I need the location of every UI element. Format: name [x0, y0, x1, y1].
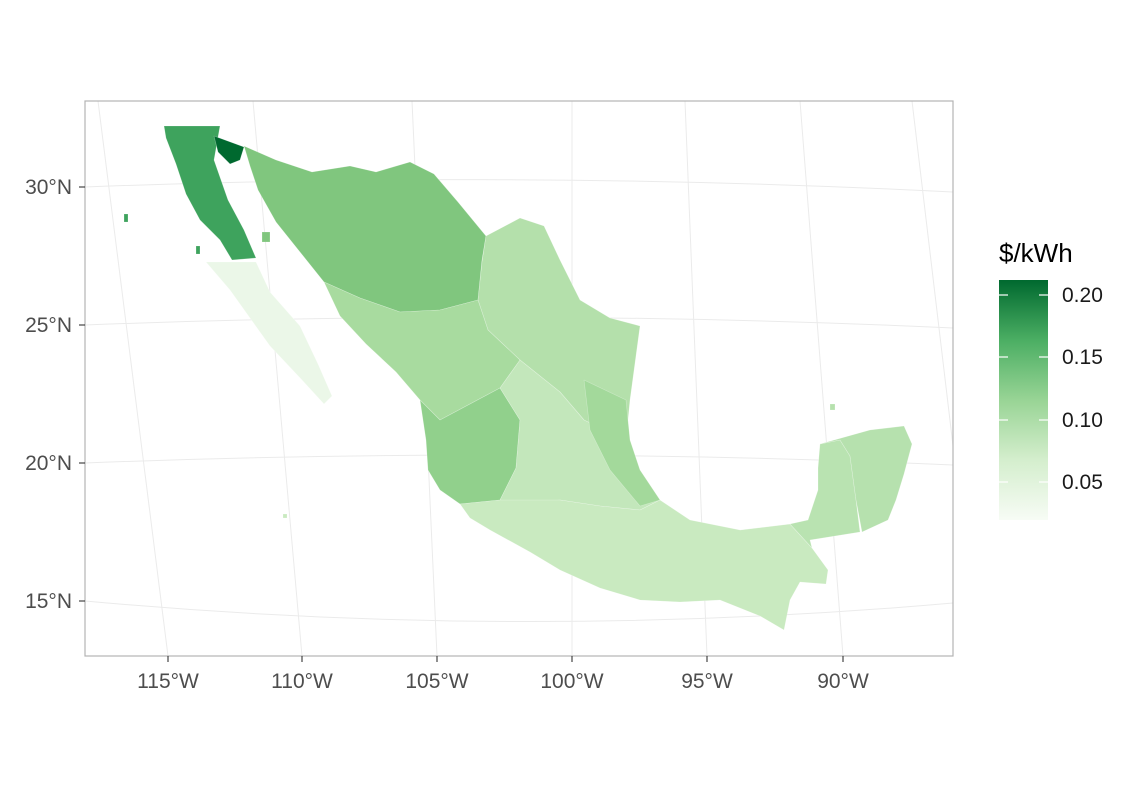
y-tick-label-25n: 25°N [25, 314, 72, 337]
y-axis: 30°N 25°N 20°N 15°N [25, 176, 85, 613]
region-island-cozumel [829, 403, 836, 411]
graticule-parallel-15n [85, 600, 953, 622]
region-island-guadalupe [123, 213, 129, 223]
y-tick-label-30n: 30°N [25, 176, 72, 199]
legend-label-0-20: 0.20 [1062, 284, 1103, 307]
legend-label-0-10: 0.10 [1062, 409, 1103, 432]
x-tick-label-115w: 115°W [137, 670, 199, 693]
region-south-mexico [459, 499, 829, 631]
x-tick-label-100w: 100°W [540, 670, 603, 693]
choropleth-layer [123, 125, 913, 631]
map-panel [84, 100, 954, 657]
region-island-cedros [195, 245, 201, 255]
x-tick-label-110w: 110°W [271, 670, 333, 693]
x-axis: 115°W 110°W 105°W 100°W 95°W 90°W [137, 656, 869, 693]
graticule-meridian-85w [911, 101, 953, 451]
legend-title: $/kWh [999, 238, 1073, 268]
region-island-socorro [282, 513, 288, 519]
panel-border [84, 100, 954, 657]
region-island-tiburon [261, 231, 271, 243]
graticule-meridian-90w [799, 101, 844, 656]
x-tick-label-90w: 90°W [817, 670, 869, 693]
y-tick-label-15n: 15°N [25, 590, 72, 613]
region-yucatan [819, 425, 913, 533]
legend-label-0-15: 0.15 [1062, 346, 1103, 369]
y-tick-label-20n: 20°N [25, 452, 72, 475]
legend-label-0-05: 0.05 [1062, 471, 1103, 494]
legend-colorbar [999, 280, 1048, 520]
graticule-meridian-115w [97, 101, 169, 656]
x-tick-label-105w: 105°W [405, 670, 468, 693]
region-north-mexico [243, 145, 487, 313]
region-mexicali-border [213, 135, 245, 165]
x-tick-label-95w: 95°W [681, 670, 733, 693]
region-baja-california-sur [205, 261, 333, 405]
legend: $/kWh 0.05 0.10 0.15 0.20 [999, 238, 1103, 520]
region-baja-california [163, 125, 257, 261]
legend-ticks [999, 294, 1048, 483]
